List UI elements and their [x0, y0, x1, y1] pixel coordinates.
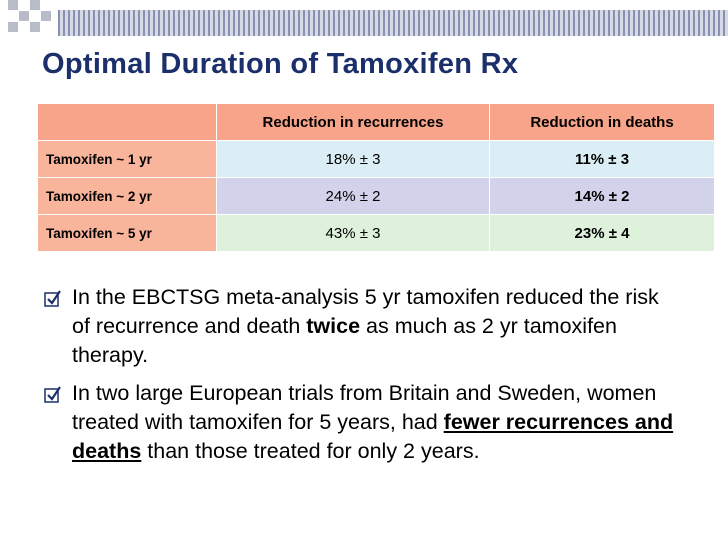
table-cell: 14% ± 2 — [489, 177, 715, 215]
column-header: Reduction in deaths — [489, 103, 715, 141]
row-header: Tamoxifen ~ 2 yr — [37, 177, 217, 215]
table-cell: 11% ± 3 — [489, 140, 715, 178]
table-row: Tamoxifen ~ 1 yr 18% ± 3 11% ± 3 — [37, 140, 715, 178]
bullet-text: as much as 2 yr tamoxifen therapy. — [72, 314, 617, 367]
bullet-text: In the EBCTSG meta-analysis 5 yr tamoxif… — [72, 285, 659, 338]
table-cell: 43% ± 3 — [216, 214, 490, 252]
corner-cell — [37, 103, 217, 141]
table-cell: 24% ± 2 — [216, 177, 490, 215]
table-row: Tamoxifen ~ 2 yr 24% ± 2 14% ± 2 — [37, 177, 715, 215]
row-header: Tamoxifen ~ 5 yr — [37, 214, 217, 252]
check-icon — [44, 386, 61, 403]
bullet-text: fewer recurrences and deaths — [72, 410, 674, 463]
bullet-text: In two large European trials from Britai… — [72, 381, 657, 434]
check-icon — [44, 290, 61, 307]
title: Optimal Duration of Tamoxifen Rx — [42, 48, 519, 80]
bullet: In two large European trials from Britai… — [40, 379, 680, 466]
table-cell: 18% ± 3 — [216, 140, 490, 178]
bullet: In the EBCTSG meta-analysis 5 yr tamoxif… — [40, 283, 680, 370]
table-cell: 23% ± 4 — [489, 214, 715, 252]
row-header: Tamoxifen ~ 1 yr — [37, 140, 217, 178]
data-table: Reduction in recurrences Reduction in de… — [37, 103, 715, 252]
column-header: Reduction in recurrences — [216, 103, 490, 141]
header-row: Reduction in recurrences Reduction in de… — [37, 103, 715, 141]
bullet-text: twice — [306, 314, 361, 338]
table-row: Tamoxifen ~ 5 yr 43% ± 3 23% ± 4 — [37, 214, 715, 252]
bullet-text: than those treated for only 2 years. — [141, 439, 480, 463]
bullet-list: In the EBCTSG meta-analysis 5 yr tamoxif… — [40, 283, 680, 475]
